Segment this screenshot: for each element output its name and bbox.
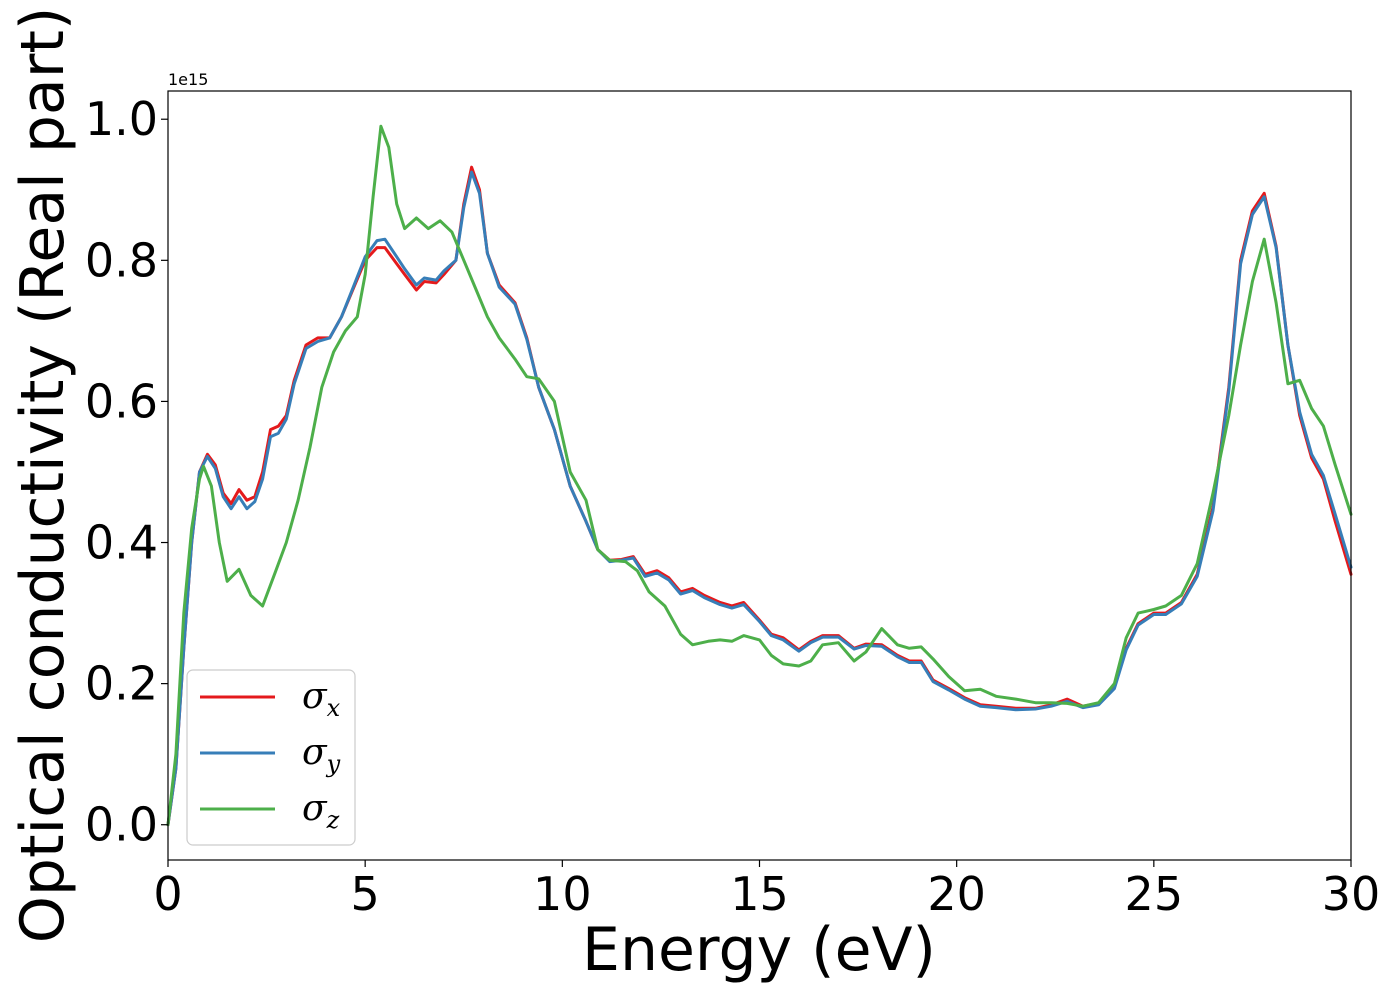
y-axis-title: Optical conductivity (Real part) xyxy=(8,7,78,944)
x-tick-label: 30 xyxy=(1322,867,1381,921)
x-tick-label: 10 xyxy=(533,867,592,921)
y-tick-label: 1.0 xyxy=(85,92,158,146)
y-tick-label: 0.8 xyxy=(85,233,158,287)
x-axis-ticks: 0 5 10 15 20 25 30 xyxy=(153,860,1380,921)
series-layer xyxy=(166,124,1353,827)
y-offset-text: 1e15 xyxy=(168,70,208,89)
y-axis-ticks: 0.0 0.2 0.4 0.6 0.8 1.0 xyxy=(85,92,168,852)
legend-box xyxy=(186,669,356,846)
x-tick-label: 0 xyxy=(153,867,182,921)
x-tick-label: 25 xyxy=(1125,867,1184,921)
x-tick-label: 15 xyxy=(730,867,789,921)
series-line-z xyxy=(166,124,1353,827)
y-tick-label: 0.2 xyxy=(85,657,158,711)
x-tick-label: 5 xyxy=(351,867,380,921)
y-tick-label: 0.6 xyxy=(85,374,158,428)
series-line-y xyxy=(166,170,1353,827)
y-tick-label: 0.0 xyxy=(85,798,158,852)
x-tick-label: 20 xyxy=(927,867,986,921)
y-tick-label: 0.4 xyxy=(85,516,158,570)
x-axis-title: Energy (eV) xyxy=(582,915,936,985)
